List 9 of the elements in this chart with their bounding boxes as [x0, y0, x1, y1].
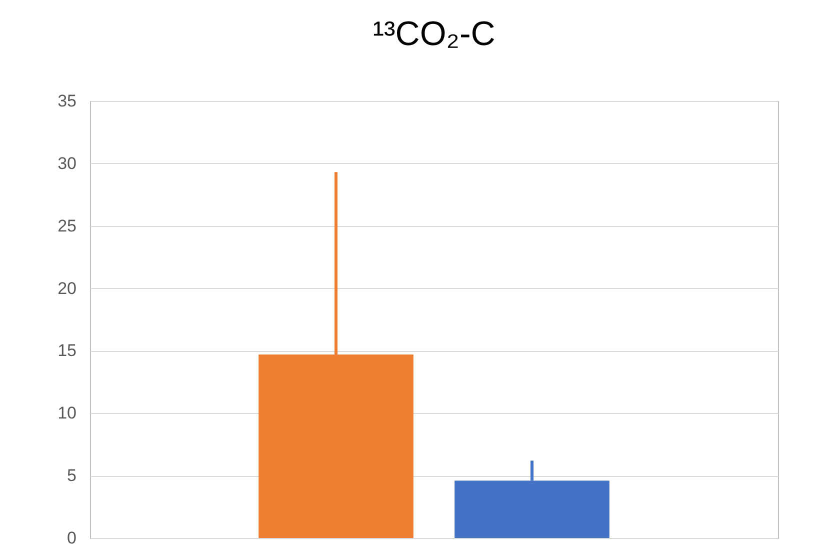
chart-title: ¹³CO₂-C [372, 15, 496, 53]
y-tick-label: 0 [67, 528, 76, 548]
y-tick-label: 15 [58, 341, 76, 360]
y-tick-label: 30 [58, 154, 76, 173]
y-tick-label: 35 [58, 92, 76, 110]
y-tick-label: 25 [58, 216, 76, 236]
y-tick-label: 20 [58, 278, 76, 298]
y-tick-label: 5 [67, 466, 76, 486]
y-tick-label: 10 [58, 404, 76, 423]
